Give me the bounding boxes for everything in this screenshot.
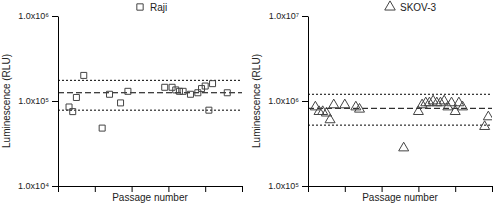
point xyxy=(180,88,186,94)
point xyxy=(483,111,492,120)
point xyxy=(351,101,361,110)
point xyxy=(439,95,449,104)
point xyxy=(70,109,76,115)
point xyxy=(162,84,168,90)
point xyxy=(480,121,490,130)
x-tick xyxy=(95,186,96,192)
y-tick: 1.0x10⁵ xyxy=(18,96,58,106)
legend-marker xyxy=(137,4,143,10)
legend-label: Raji xyxy=(150,2,167,13)
x-tick-mark xyxy=(242,186,243,192)
point xyxy=(210,81,216,87)
y-axis: 1.0x10⁴ 1.0x10⁵ 1.0x10⁶ xyxy=(18,11,58,191)
x-tick xyxy=(492,186,493,192)
point xyxy=(224,90,230,96)
x-tick xyxy=(455,186,456,192)
x-tick-mark xyxy=(205,186,206,192)
x-tick xyxy=(242,186,243,192)
y-axis-line xyxy=(58,17,59,187)
x-axis-line xyxy=(309,186,493,187)
y-tick: 1.0x10⁴ xyxy=(18,181,58,191)
point xyxy=(399,142,409,151)
y-tick: 1.0x10⁵ xyxy=(268,181,308,191)
y-tick-mark xyxy=(302,186,308,187)
point xyxy=(125,88,131,94)
x-axis-title: Passage number xyxy=(112,192,188,203)
reference-line xyxy=(58,110,242,111)
y-tick-mark xyxy=(52,101,58,102)
point xyxy=(81,72,87,78)
y-tick-mark xyxy=(52,186,58,187)
y-axis-title: Luminescence (RLU) xyxy=(1,54,12,148)
point xyxy=(107,91,113,97)
y-tick-label: 1.0x10⁷ xyxy=(269,11,299,21)
point xyxy=(413,106,423,115)
point xyxy=(458,101,468,110)
x-tick xyxy=(345,186,346,192)
point xyxy=(118,100,124,106)
x-tick-mark xyxy=(58,186,59,192)
x-tick-mark xyxy=(95,186,96,192)
x-tick xyxy=(58,186,59,192)
point xyxy=(206,107,212,113)
point xyxy=(355,103,365,112)
y-tick: 1.0x10⁶ xyxy=(268,96,308,106)
point xyxy=(325,114,335,123)
y-tick-label: 1.0x10⁶ xyxy=(268,96,299,106)
y-tick: 1.0x10⁶ xyxy=(18,11,58,21)
x-tick-mark xyxy=(455,186,456,192)
y-tick-label: 1.0x10⁵ xyxy=(268,181,299,191)
x-tick xyxy=(308,186,309,192)
y-tick-label: 1.0x10⁴ xyxy=(18,181,49,191)
point xyxy=(202,83,208,89)
x-tick xyxy=(205,186,206,192)
y-tick-mark xyxy=(302,16,308,17)
figure: 1.0x10⁴ 1.0x10⁵ 1.0x10⁶ Passage number Lumin… xyxy=(0,0,500,208)
legend-marker xyxy=(385,1,396,10)
point xyxy=(176,88,182,94)
point xyxy=(329,99,339,108)
y-tick-label: 1.0x10⁵ xyxy=(18,96,49,106)
y-axis-title: Luminescence (RLU) xyxy=(251,54,262,148)
x-tick-mark xyxy=(345,186,346,192)
x-axis-line xyxy=(59,186,243,187)
y-tick: 1.0x10⁷ xyxy=(269,11,308,21)
y-tick-mark xyxy=(52,16,58,17)
y-tick-label: 1.0x10⁶ xyxy=(18,11,49,21)
x-tick-mark xyxy=(492,186,493,192)
chart-panel: 1.0x10⁴ 1.0x10⁵ 1.0x10⁶ Passage number Lumin… xyxy=(1,2,243,203)
y-tick-mark xyxy=(302,101,308,102)
point xyxy=(340,99,350,108)
legend: SKOV-3 xyxy=(385,1,437,13)
x-axis-title: Passage number xyxy=(362,192,438,203)
y-axis: 1.0x10⁵ 1.0x10⁶ 1.0x10⁷ xyxy=(268,11,308,191)
legend-label: SKOV-3 xyxy=(400,2,437,13)
plot-area xyxy=(308,94,492,151)
point xyxy=(195,90,201,96)
reference-line xyxy=(308,125,492,126)
x-tick-mark xyxy=(308,186,309,192)
point xyxy=(187,91,193,97)
reference-line xyxy=(308,94,492,95)
plot-area xyxy=(58,72,242,131)
chart-panel: 1.0x10⁵ 1.0x10⁶ 1.0x10⁷ Passage number Lumin… xyxy=(251,1,493,203)
point xyxy=(73,94,79,100)
reference-line xyxy=(58,92,242,93)
legend: Raji xyxy=(137,2,167,13)
y-axis-line xyxy=(308,17,309,187)
point xyxy=(99,125,105,131)
